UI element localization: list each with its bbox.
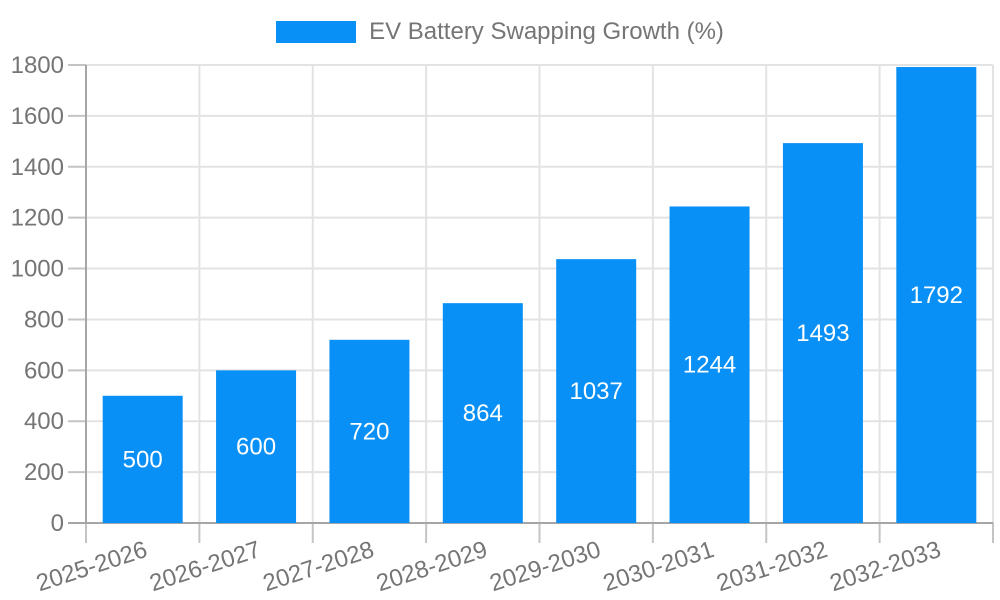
y-tick-label: 600 <box>24 357 64 384</box>
bar[interactable] <box>556 259 637 523</box>
y-tick-label: 0 <box>51 510 64 537</box>
x-tick-label: 2029-2030 <box>487 536 605 597</box>
bar[interactable] <box>102 395 183 523</box>
bar-value-label: 600 <box>236 434 276 461</box>
bar-value-label: 500 <box>123 446 163 473</box>
x-tick-label: 2027-2028 <box>260 536 378 597</box>
y-tick-label: 1600 <box>11 103 64 130</box>
bar-value-label: 1244 <box>683 352 736 379</box>
legend-label[interactable]: EV Battery Swapping Growth (%) <box>369 18 724 45</box>
y-tick-label: 200 <box>24 459 64 486</box>
bar-value-label: 1037 <box>569 378 622 405</box>
x-tick-label: 2025-2026 <box>33 536 151 597</box>
bar-value-label: 720 <box>349 418 389 445</box>
bar[interactable] <box>669 206 750 523</box>
bar-value-label: 1493 <box>796 320 849 347</box>
bar[interactable] <box>216 370 297 523</box>
bar[interactable] <box>896 67 977 523</box>
bar[interactable] <box>442 303 523 523</box>
x-tick-label: 2032-2033 <box>827 536 945 597</box>
y-tick-label: 1200 <box>11 205 64 232</box>
x-tick-label: 2028-2029 <box>373 536 491 597</box>
bar-value-label: 1792 <box>910 282 963 309</box>
chart-legend: EV Battery Swapping Growth (%) <box>0 20 1000 44</box>
bar[interactable] <box>782 143 863 523</box>
y-tick-label: 1400 <box>11 154 64 181</box>
y-tick-label: 800 <box>24 306 64 333</box>
y-tick-label: 1000 <box>11 256 64 283</box>
x-tick-label: 2026-2027 <box>146 536 264 597</box>
legend-swatch[interactable] <box>276 21 357 43</box>
x-tick-label: 2030-2031 <box>600 536 718 597</box>
x-tick-label: 2031-2032 <box>713 536 831 597</box>
bar[interactable] <box>329 339 410 523</box>
y-tick-label: 1800 <box>11 52 64 79</box>
y-tick-label: 400 <box>24 408 64 435</box>
bar-value-label: 864 <box>463 400 503 427</box>
